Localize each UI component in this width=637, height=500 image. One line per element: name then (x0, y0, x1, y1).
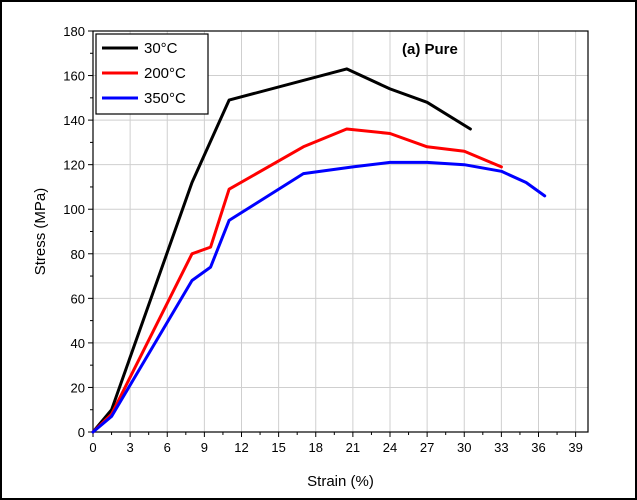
series-line-350c (91, 160, 547, 434)
y-tick-label: 20 (71, 380, 85, 395)
x-tick-label: 24 (383, 440, 397, 455)
y-axis-title: Stress (MPa) (32, 188, 49, 276)
x-tick-label: 9 (201, 440, 208, 455)
y-tick-label: 60 (71, 291, 85, 306)
x-tick-label: 18 (309, 440, 323, 455)
x-tick-label: 33 (494, 440, 508, 455)
x-tick-label: 6 (164, 440, 171, 455)
y-tick-label: 40 (71, 336, 85, 351)
y-tick-label: 100 (63, 202, 85, 217)
x-tick-label: 12 (234, 440, 248, 455)
x-tick-label: 27 (420, 440, 434, 455)
x-tick-label: 30 (457, 440, 471, 455)
legend-entry: 30°C (144, 40, 178, 57)
legend-entry: 200°C (144, 65, 186, 82)
series-line-200c (91, 127, 503, 434)
y-tick-label: 0 (78, 425, 85, 440)
x-axis-title: Strain (%) (307, 473, 374, 490)
x-tick-label: 3 (127, 440, 134, 455)
y-tick-label: 180 (63, 24, 85, 39)
panel-annotation: (a) Pure (402, 41, 458, 58)
legend-entry: 350°C (144, 90, 186, 107)
x-tick-label: 21 (346, 440, 360, 455)
y-tick-label: 120 (63, 158, 85, 173)
x-tick-label: 39 (568, 440, 582, 455)
y-tick-label: 140 (63, 113, 85, 128)
y-tick-label: 160 (63, 69, 85, 84)
x-tick-label: 36 (531, 440, 545, 455)
x-tick-label: 0 (89, 440, 96, 455)
x-tick-label: 15 (271, 440, 285, 455)
y-tick-label: 80 (71, 247, 85, 262)
series-line-30c (91, 67, 472, 434)
